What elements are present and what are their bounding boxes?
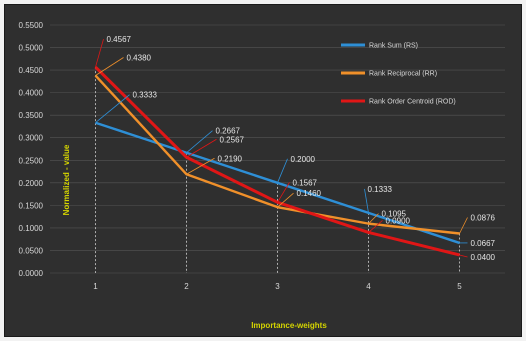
label-leader [277,192,294,208]
data-label: 0.4380 [127,54,152,63]
x-tick-label: 2 [184,282,189,291]
y-tick-label: 0.2000 [19,179,44,188]
data-label: 0.0400 [471,253,496,262]
label-leader [277,158,288,183]
x-axis-title: Importance-weights [251,321,327,330]
chart-frame: 0.0000 0.0500 0.1000 0.1500 0.2000 0.2500 0.30… [4,4,522,337]
data-label: 0.0876 [471,214,496,223]
label-leader [186,157,215,175]
label-leader [95,94,130,124]
y-tick-label: 0.2500 [19,156,44,165]
y-tick-label: 0.1500 [19,201,44,210]
label-leader [95,57,124,76]
label-leader [364,188,369,213]
y-tick-label: 0.3500 [19,111,44,120]
x-tick-label: 5 [457,282,462,291]
legend: Rank Sum (RS) Rank Reciprocal (RR) Rank Or… [341,43,456,106]
data-label: 0.1460 [297,189,322,198]
data-label: 0.4567 [107,35,132,44]
legend-label: Rank Order Centroid (ROD) [369,99,456,106]
legend-label: Rank Reciprocal (RR) [369,71,437,78]
data-label: 0.2190 [218,154,243,163]
data-label: 0.2667 [216,127,241,136]
y-tick-label: 0.0000 [19,269,44,278]
data-label: 0.2567 [220,135,245,144]
x-axis-ticks: 1 2 3 4 5 [93,282,462,291]
y-tick-label: 0.0500 [19,246,44,255]
label-leader [368,213,379,224]
label-leader [368,220,383,233]
label-leader [459,254,468,258]
data-label: 0.1333 [368,185,393,194]
data-label: 0.2000 [291,155,316,164]
label-leader [186,130,213,154]
data-label: 0.1095 [382,210,407,219]
data-label: 0.0900 [386,216,411,225]
y-tick-label: 0.3000 [19,134,44,143]
y-tick-label: 0.1000 [19,224,44,233]
data-label: 0.3333 [133,91,158,100]
label-leader [459,217,468,234]
label-leader [277,182,290,203]
x-tick-label: 3 [275,282,280,291]
x-tick-label: 4 [366,282,371,291]
label-leader [186,138,217,158]
data-label: 0.0667 [471,239,496,248]
y-tick-label: 0.5000 [19,44,44,53]
y-tick-label: 0.4500 [19,66,44,75]
line-chart: 0.0000 0.0500 0.1000 0.1500 0.2000 0.2500 0.30… [19,21,505,330]
label-leader [95,38,104,68]
data-labels: 0.3333 0.2667 0.2000 0.1333 0.0667 0.4380 0.21… [95,35,496,262]
y-tick-label: 0.4000 [19,89,44,98]
x-tick-label: 1 [93,282,98,291]
legend-label: Rank Sum (RS) [369,43,418,50]
data-label: 0.1567 [293,178,318,187]
y-axis-ticks: 0.0000 0.0500 0.1000 0.1500 0.2000 0.2500 0.30… [19,21,44,278]
y-axis-title: Normalized - value [62,144,71,215]
y-tick-label: 0.5500 [19,21,44,30]
